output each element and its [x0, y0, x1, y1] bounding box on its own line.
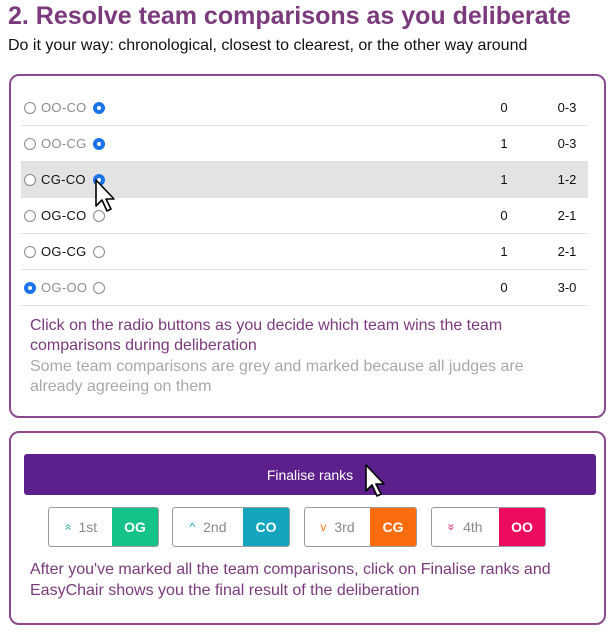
- grey-hint: Some team comparisons are grey and marke…: [30, 358, 524, 395]
- rank-team-badge: OO: [499, 508, 545, 546]
- first-team-wins-radio[interactable]: [24, 282, 36, 294]
- rank-team-badge: CO: [243, 508, 289, 546]
- finalise-panel: Finalise ranks » 1st OG ^ 2nd CO v 3rd CG» 4th OO …: [9, 431, 606, 625]
- comparison-row: CG-CO 1 1-2: [21, 162, 588, 198]
- rank-label: » 4th: [432, 508, 499, 546]
- rank-box: » 4th OO: [431, 507, 546, 547]
- first-team-wins-radio[interactable]: [24, 102, 36, 114]
- mouse-pointer-icon: [365, 464, 385, 497]
- comparison-count: 0: [500, 100, 508, 115]
- comparison-row: OO-CG 1 0-3: [21, 126, 588, 162]
- comparison-score: 0-3: [557, 136, 577, 151]
- first-team-wins-radio[interactable]: [24, 210, 36, 222]
- comparison-row: OG-OO 0 3-0: [21, 270, 588, 306]
- rank-team-badge: CG: [370, 508, 416, 546]
- comparison-score: 2-1: [557, 208, 577, 223]
- rank-box: » 1st OG: [48, 507, 159, 547]
- finalise-ranks-label: Finalise ranks: [266, 466, 354, 483]
- comparison-pair-label: OO-CG: [41, 136, 87, 151]
- comparison-score: 3-0: [557, 280, 577, 295]
- second-team-wins-radio[interactable]: [93, 210, 105, 222]
- section-subtitle: Do it your way: chronological, closest t…: [8, 37, 528, 54]
- finalise-hint: After you've marked all the team compari…: [30, 561, 551, 599]
- second-team-wins-radio[interactable]: [93, 246, 105, 258]
- comparison-count: 0: [500, 280, 508, 295]
- rank-position-text: 2nd: [203, 519, 227, 535]
- rank-position-text: 3rd: [334, 519, 355, 535]
- section-title: 2. Resolve team comparisons as you delib…: [8, 2, 571, 30]
- first-team-wins-radio[interactable]: [24, 174, 36, 186]
- comparison-count: 1: [500, 172, 508, 187]
- second-team-wins-radio[interactable]: [93, 282, 105, 294]
- comparison-hint: Click on the radio buttons as you decide…: [30, 317, 503, 354]
- comparison-score: 1-2: [557, 172, 577, 187]
- double-chevron-up-icon: »: [60, 523, 75, 531]
- first-team-wins-radio[interactable]: [24, 246, 36, 258]
- chevron-down-icon: v: [320, 520, 327, 534]
- comparisons-panel: OO-CO 0 0-3 OO-CG 1 0-3 CG-CO 1 1-2 OG-CO 0 2-1 OG-C…: [9, 74, 606, 418]
- comparison-row: OG-CG 1 2-1: [21, 234, 588, 270]
- comparison-pair-label: OG-CG: [41, 244, 87, 259]
- comparison-pair-label: OG-OO: [41, 280, 88, 295]
- comparison-count: 1: [500, 244, 508, 259]
- mouse-pointer-icon: [95, 179, 115, 212]
- comparison-row: OO-CO 0 0-3: [21, 90, 588, 126]
- rank-label: v 3rd: [305, 508, 370, 546]
- first-team-wins-radio[interactable]: [24, 138, 36, 150]
- comparison-count: 0: [500, 208, 508, 223]
- comparison-pair-label: OG-CO: [41, 208, 87, 223]
- second-team-wins-radio[interactable]: [93, 102, 105, 114]
- comparison-score: 0-3: [557, 100, 577, 115]
- chevron-up-icon: ^: [189, 520, 196, 534]
- rank-label: ^ 2nd: [173, 508, 243, 546]
- finalise-ranks-button[interactable]: Finalise ranks: [24, 454, 596, 495]
- rank-team-badge: OG: [112, 508, 158, 546]
- rank-position-text: 1st: [78, 519, 98, 535]
- second-team-wins-radio[interactable]: [93, 138, 105, 150]
- comparison-pair-label: OO-CO: [41, 100, 87, 115]
- rank-box: v 3rd CG: [304, 507, 417, 547]
- comparison-score: 2-1: [557, 244, 577, 259]
- comparison-row: OG-CO 0 2-1: [21, 198, 588, 234]
- rank-position-text: 4th: [463, 519, 483, 535]
- comparison-count: 1: [500, 136, 508, 151]
- rank-box: ^ 2nd CO: [172, 507, 290, 547]
- rank-label: » 1st: [49, 508, 112, 546]
- double-chevron-down-icon: »: [444, 523, 459, 531]
- comparison-pair-label: CG-CO: [41, 172, 86, 187]
